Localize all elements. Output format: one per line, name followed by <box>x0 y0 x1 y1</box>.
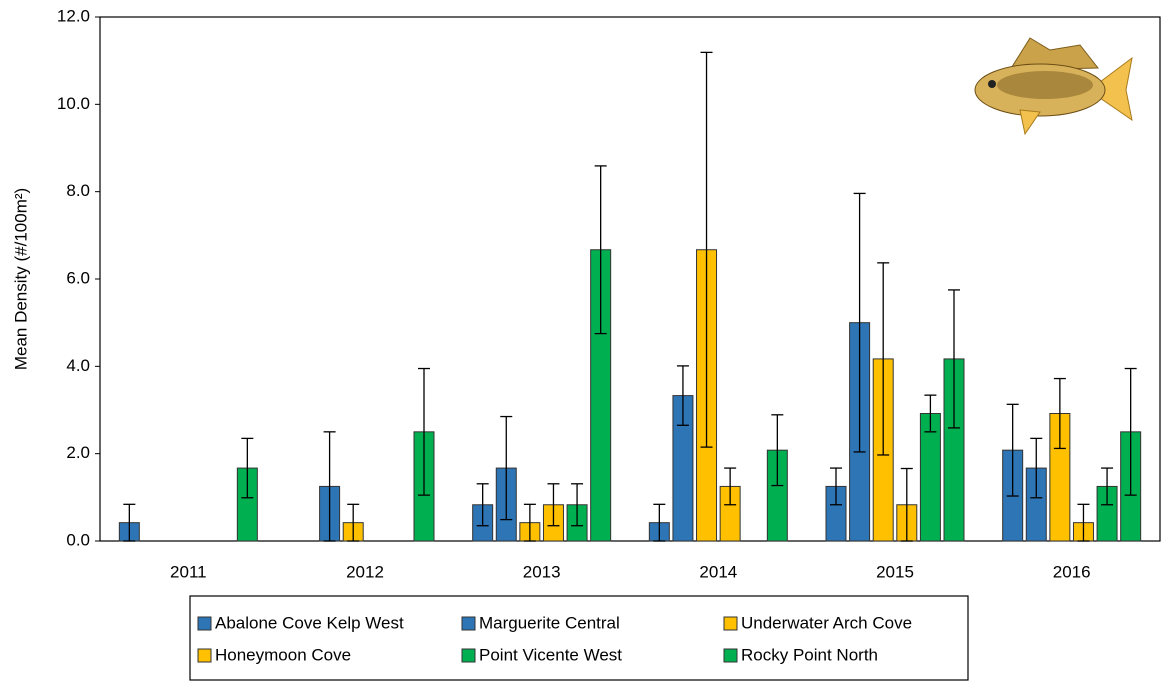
error-bar <box>1030 437 1043 499</box>
error-bar <box>1006 403 1019 497</box>
y-tick-label: 0.0 <box>66 530 90 549</box>
x-tick-label: 2013 <box>523 562 561 581</box>
legend-swatch <box>723 616 738 631</box>
error-bar <box>653 503 666 542</box>
x-tick-label: 2011 <box>170 562 207 581</box>
error-bar <box>523 503 536 542</box>
error-bar <box>1077 503 1090 542</box>
legend-swatch <box>723 648 738 663</box>
error-bar <box>700 51 713 448</box>
y-axis-label: Mean Density (#/100m²) <box>11 188 30 370</box>
legend-label: Underwater Arch Cove <box>741 613 912 632</box>
error-bar <box>948 289 960 429</box>
error-bar <box>771 414 784 487</box>
legend-label: Abalone Cove Kelp West <box>215 613 404 632</box>
error-bar <box>924 394 937 433</box>
x-tick-label: 2014 <box>699 562 737 581</box>
legend-frame <box>189 595 969 681</box>
error-bar <box>1101 467 1114 506</box>
error-bar <box>500 415 513 521</box>
y-tick-label: 6.0 <box>66 268 90 287</box>
legend-swatch <box>197 648 212 663</box>
legend-swatch <box>461 616 476 631</box>
error-bar <box>594 165 607 335</box>
legend-label: Point Vicente West <box>479 645 622 664</box>
y-tick-label: 12.0 <box>57 6 90 25</box>
x-tick-label: 2012 <box>346 562 384 581</box>
error-bar <box>830 467 842 506</box>
error-bar <box>418 367 430 496</box>
y-tick-label: 4.0 <box>66 356 90 375</box>
fish-illustration <box>974 37 1133 136</box>
error-bar <box>1124 367 1137 496</box>
y-tick-label: 2.0 <box>66 443 90 462</box>
legend-label: Honeymoon Cove <box>215 645 351 664</box>
legend-swatch <box>197 616 212 631</box>
error-bar <box>877 262 890 456</box>
error-bar <box>347 503 360 542</box>
legend-label: Marguerite Central <box>479 613 620 632</box>
error-bar <box>1053 377 1066 450</box>
error-bar <box>241 437 254 499</box>
y-tick-label: 10.0 <box>57 94 90 113</box>
error-bar <box>724 467 737 506</box>
error-bar <box>476 483 489 527</box>
bar <box>919 412 941 542</box>
error-bar <box>123 503 136 542</box>
x-tick-label: 2016 <box>1053 562 1091 581</box>
error-bar <box>900 467 913 542</box>
error-bar <box>323 431 336 542</box>
legend-swatch <box>461 648 476 663</box>
error-bar <box>676 365 689 426</box>
x-tick-label: 2015 <box>876 562 914 581</box>
y-tick-label: 8.0 <box>66 181 90 200</box>
error-bar <box>547 483 560 527</box>
error-bar <box>853 192 866 453</box>
error-bar <box>571 483 584 527</box>
legend-label: Rocky Point North <box>741 645 878 664</box>
